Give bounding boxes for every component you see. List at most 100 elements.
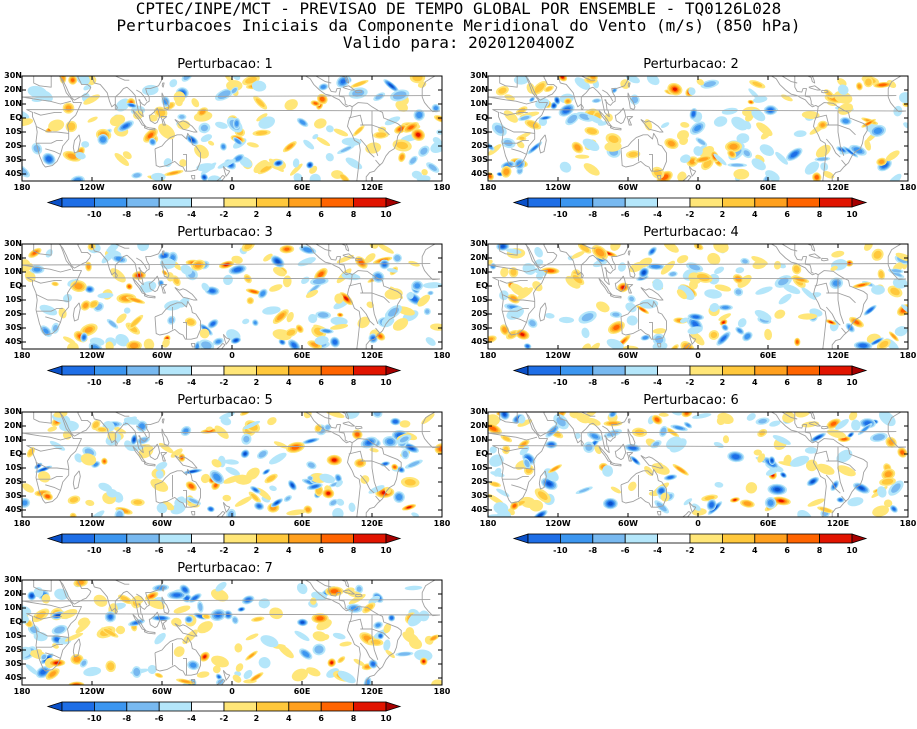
lon-tick-label: 120W [79,687,105,696]
lon-tick-label: 60W [152,687,172,696]
lon-tick-label: 120E [826,351,850,360]
lat-tick-label: 40S [5,169,22,178]
colorbar-label: -8 [122,210,132,219]
perturbation-panel-1: Perturbacao: 1 30N 20N 10N EQ 10S 20S 30S 40S 180… [0,57,450,225]
lat-tick-label: 10S [471,127,488,136]
colorbar-label: 6 [318,378,324,387]
colorbar-label: -4 [653,378,663,387]
lat-tick-label: 40S [5,505,22,514]
lat-tick-label: EQ [9,281,22,290]
colorbar-label: -6 [620,210,630,219]
lon-tick-label: 60W [152,351,172,360]
colorbar [512,533,868,544]
colorbar-label: -2 [219,546,229,555]
lon-tick-label: 60E [759,183,777,192]
coastlines [22,412,441,517]
lon-tick-label: 180 [479,351,497,360]
colorbar-label: -4 [187,210,197,219]
colorbar-label: 2 [253,378,260,387]
colorbar [46,365,402,376]
colorbar-label: -10 [87,546,102,555]
colorbar-label: -4 [187,546,197,555]
lat-tick-label: 10S [5,631,22,640]
lat-tick-label: 10S [471,463,488,472]
colorbar-label: 8 [816,210,823,219]
colorbar-label: 6 [318,546,324,555]
lon-tick-label: 0 [695,519,701,528]
lat-tick-label: 10S [5,295,22,304]
colorbar-label: 8 [350,714,357,723]
colorbar-label: 2 [719,546,726,555]
coastlines [488,76,907,181]
lon-tick-label: 180 [899,183,917,192]
lat-tick-label: 10N [470,99,488,108]
colorbar-label: -6 [620,378,630,387]
colorbar-label: -2 [685,546,695,555]
colorbar-label: -8 [122,546,132,555]
lat-tick-label: 40S [471,337,488,346]
shaded-perturbations [22,76,442,181]
lon-tick-label: 180 [899,519,917,528]
colorbar-label: -10 [553,210,568,219]
lat-tick-label: 30N [470,239,488,248]
subtitle: Perturbacoes Iniciais da Componente Meri… [116,16,801,35]
colorbar-label: -2 [219,714,229,723]
colorbar-label: -4 [187,378,197,387]
lat-tick-label: 30S [471,155,488,164]
panel-title: Perturbacao: 2 [643,57,739,72]
colorbar-label: -8 [122,714,132,723]
lon-tick-label: 60W [152,519,172,528]
lat-tick-label: 30S [471,491,488,500]
colorbar-label: 6 [784,546,790,555]
lat-tick-label: 20N [470,85,488,94]
lon-tick-label: 120E [826,519,850,528]
lat-tick-label: EQ [475,449,488,458]
panel-title: Perturbacao: 5 [177,393,273,408]
lon-tick-label: 60W [152,183,172,192]
lon-tick-label: 60E [293,687,311,696]
lat-tick-label: 10N [470,267,488,276]
lon-tick-label: 120W [545,183,571,192]
coastlines [488,244,907,349]
colorbar-label: -8 [122,378,132,387]
lon-tick-label: 180 [433,351,451,360]
coastlines [22,244,441,349]
colorbar-label: -6 [154,210,164,219]
lon-tick-label: 60W [618,183,638,192]
colorbar-label: 8 [816,546,823,555]
lon-tick-label: 120E [360,351,384,360]
lon-tick-label: 180 [433,519,451,528]
colorbar-label: 4 [286,210,292,219]
lat-tick-label: 10N [4,99,22,108]
coastlines [22,580,441,685]
lat-tick-label: 20N [4,589,22,598]
lon-tick-label: 180 [899,351,917,360]
colorbar-label: 4 [286,546,292,555]
colorbar-label: -6 [154,546,164,555]
colorbar-label: -6 [154,378,164,387]
colorbar-label: -6 [154,714,164,723]
panel-title: Perturbacao: 6 [643,393,739,408]
lat-tick-label: 20S [5,477,22,486]
lat-tick-label: 10N [470,435,488,444]
lon-tick-label: 0 [229,351,235,360]
lon-tick-label: 120W [79,183,105,192]
colorbar-label: 2 [253,546,260,555]
lon-tick-label: 180 [13,183,31,192]
lat-tick-label: 30S [5,659,22,668]
shaded-perturbations [488,76,908,181]
colorbar [46,197,402,208]
colorbar-label: -2 [219,210,229,219]
lat-tick-label: 10S [5,127,22,136]
colorbar-label: 2 [719,210,726,219]
lat-tick-label: 30N [4,239,22,248]
lon-tick-label: 180 [433,687,451,696]
colorbar-label: 2 [253,714,260,723]
lon-tick-label: 120W [79,519,105,528]
colorbar-label: -4 [653,546,663,555]
colorbar [512,197,868,208]
lat-tick-label: 10S [5,463,22,472]
lat-tick-label: 10N [4,603,22,612]
colorbar-label: 4 [752,210,758,219]
lat-tick-label: 30S [5,323,22,332]
